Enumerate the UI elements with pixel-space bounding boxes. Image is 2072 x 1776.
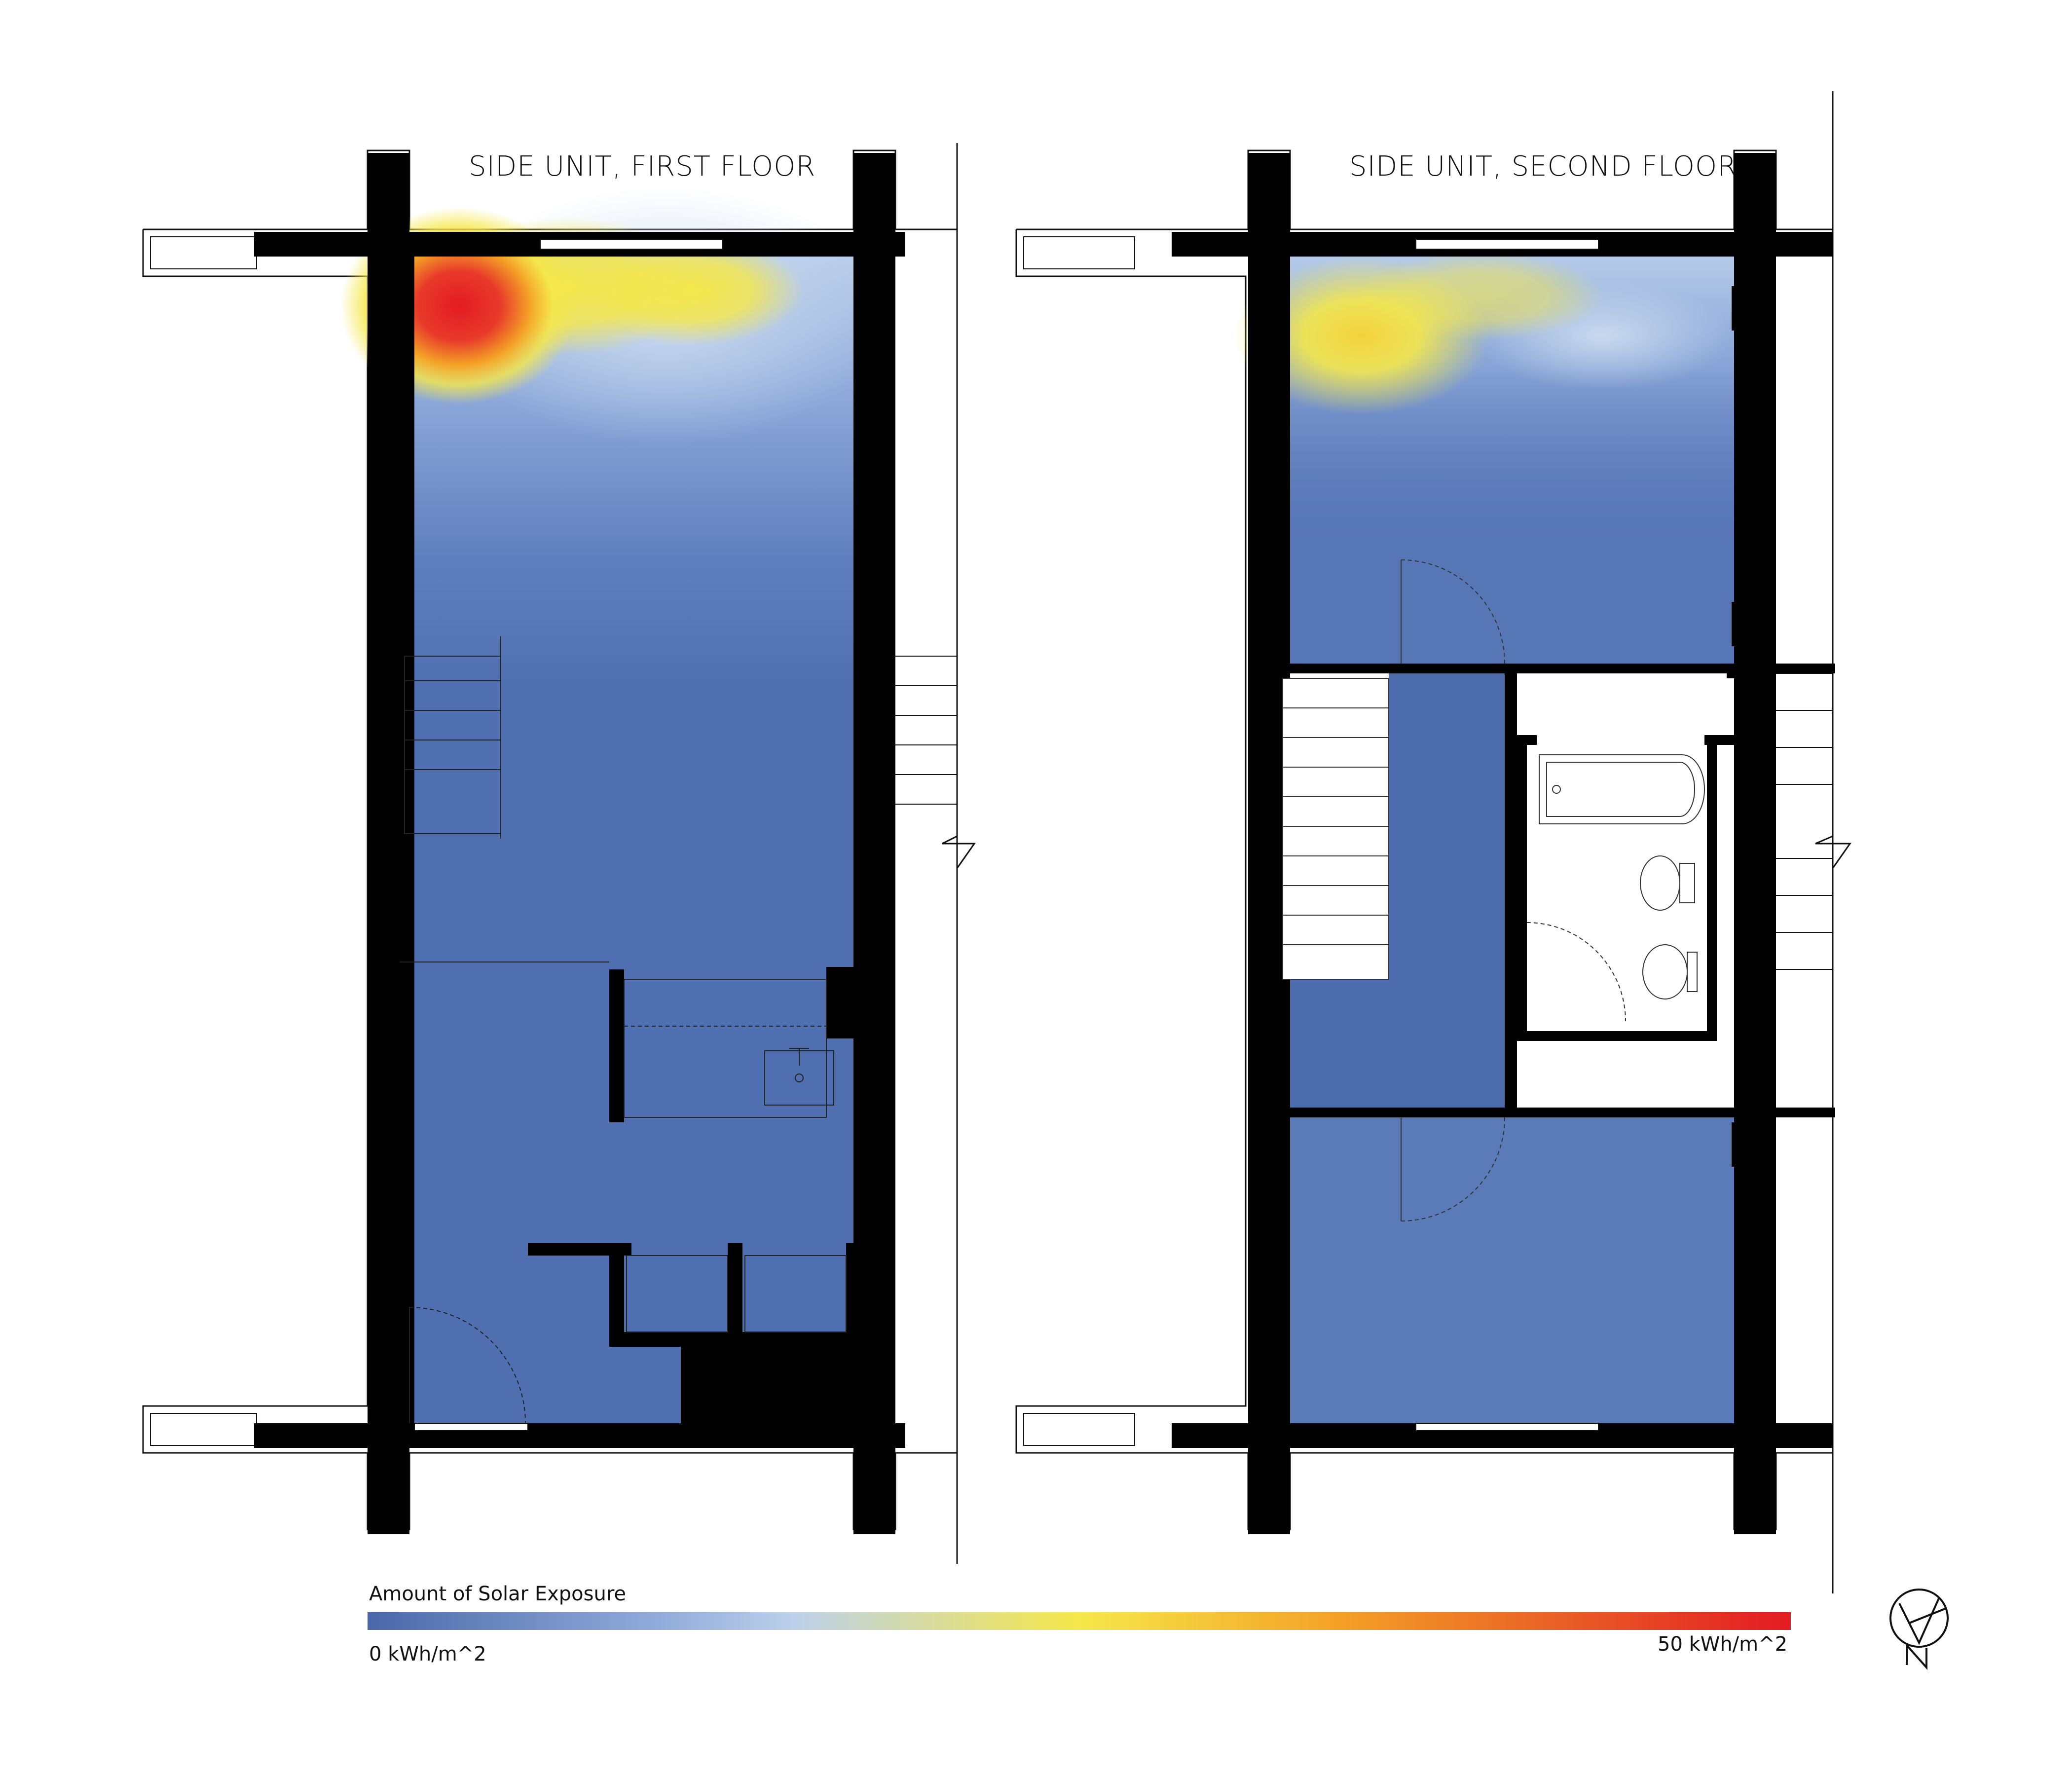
bathtub-icon (1539, 754, 1705, 824)
staircase (404, 636, 501, 839)
plan-title-first-floor: SIDE UNIT, FIRST FLOOR (469, 150, 816, 183)
second-floor-heatmap-back (1278, 1117, 1741, 1428)
second-floor-plan (1015, 91, 1851, 1593)
legend-max-label: 50 kWh/m^2 (1658, 1633, 1788, 1656)
first-floor-plan (142, 143, 976, 1564)
washbasin-icon (1642, 944, 1688, 999)
north-arrow-icon (1889, 1589, 1949, 1670)
legend-title: Amount of Solar Exposure (369, 1583, 626, 1605)
toilet-icon (1640, 855, 1680, 911)
entry-door (409, 1307, 526, 1424)
bathroom (1526, 754, 1705, 1022)
legend-color-bar (368, 1612, 1791, 1630)
legend-min-label: 0 kWh/m^2 (369, 1643, 486, 1665)
staircase-second (1282, 678, 1389, 980)
plan-title-second-floor: SIDE UNIT, SECOND FLOOR (1349, 150, 1737, 183)
